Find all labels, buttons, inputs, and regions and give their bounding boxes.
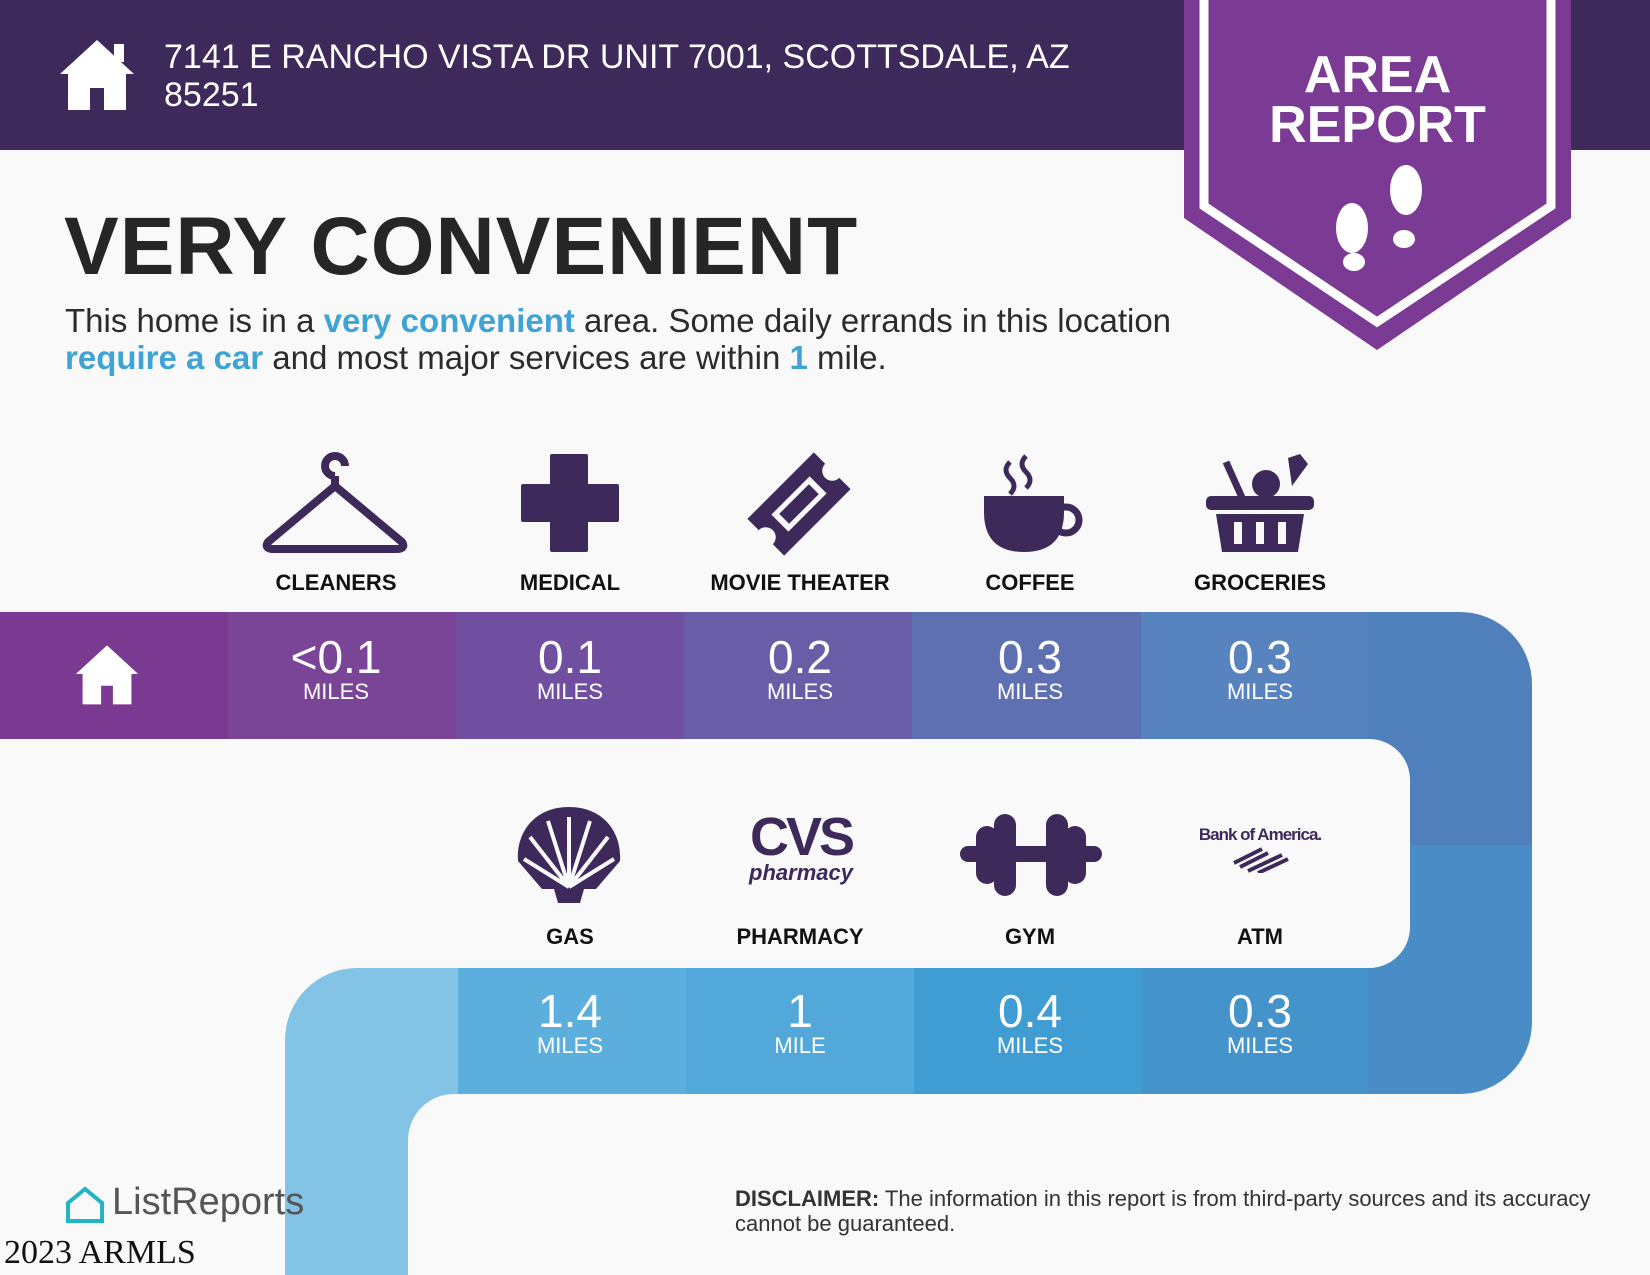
distance-cleaners: <0.1 MILES [222, 612, 450, 704]
medical-cross-icon [521, 454, 619, 552]
ticket-icon [747, 452, 851, 556]
cvs-logo-sub: pharmacy [749, 860, 853, 885]
cvs-logo: CVS pharmacy [736, 807, 866, 885]
label-cleaners: CLEANERS [275, 570, 397, 595]
distance-value: 0.3 [1228, 985, 1292, 1037]
footprints-icon [1336, 165, 1422, 271]
listreports-logo: ListReports [112, 1181, 305, 1223]
desc-highlight: require a car [65, 339, 264, 376]
label-atm: ATM [1236, 924, 1284, 949]
boa-logo-text: Bank of America. [1198, 825, 1322, 844]
disclaimer-label: DISCLAIMER: [735, 1186, 880, 1211]
rating-description: This home is in a very convenient area. … [65, 302, 1185, 376]
badge-line1: AREA [1303, 46, 1452, 104]
distance-value: 1.4 [538, 985, 602, 1037]
desc-text: mile. [807, 339, 887, 376]
bank-of-america-logo: Bank of America. [1180, 825, 1340, 878]
distance-gym: 0.4 MILES [916, 966, 1144, 1058]
home-icon [60, 40, 134, 110]
label-movie-theater: MOVIE THEATER [710, 570, 890, 595]
boa-flag-icon [1233, 847, 1289, 875]
label-groceries: GROCERIES [1193, 570, 1327, 595]
address: 7141 E RANCHO VISTA DR UNIT 7001, SCOTTS… [164, 38, 1070, 114]
distance-groceries: 0.3 MILES [1146, 612, 1374, 704]
distance-value: 0.4 [998, 985, 1062, 1037]
desc-text: area. Some daily errands in this locatio… [574, 302, 1172, 339]
distance-medical: 0.1 MILES [456, 612, 684, 704]
distance-value: <0.1 [290, 631, 382, 683]
distance-unit: MILES [996, 679, 1064, 704]
armls-watermark: 2023 ARMLS [4, 1234, 196, 1271]
label-medical: MEDICAL [519, 570, 621, 595]
distance-unit: MILES [536, 1033, 604, 1058]
distance-unit: MILES [996, 1033, 1064, 1058]
distance-unit: MILES [1226, 1033, 1294, 1058]
distance-value: 1 [787, 985, 813, 1037]
coffee-cup-icon [984, 454, 1083, 552]
rating-title: VERY CONVENIENT [64, 201, 859, 292]
home-icon [75, 645, 139, 705]
disclaimer-text: The information in this report is from t… [735, 1186, 1591, 1236]
cvs-logo-text: CVS [749, 807, 855, 867]
hanger-icon [262, 452, 408, 553]
basket-icon [1206, 454, 1314, 552]
distance-value: 0.3 [998, 631, 1062, 683]
desc-text: and most major services are within [263, 339, 790, 376]
desc-highlight: 1 [789, 339, 808, 376]
label-coffee: COFFEE [985, 570, 1075, 595]
disclaimer: DISCLAIMER: The information in this repo… [735, 1186, 1595, 1236]
dumbbell-icon [960, 814, 1102, 896]
listreports-house-icon [66, 1186, 104, 1223]
distance-unit: MILES [766, 679, 834, 704]
distance-unit: MILES [536, 679, 604, 704]
shell-logo [517, 807, 621, 903]
distance-pharmacy: 1 MILE [686, 966, 914, 1058]
distance-unit: MILES [302, 679, 370, 704]
distance-unit: MILES [1226, 679, 1294, 704]
desc-text: This home is in a [65, 302, 324, 339]
badge-line2: REPORT [1269, 96, 1486, 154]
distance-atm: 0.3 MILES [1146, 966, 1374, 1058]
distance-value: 0.3 [1228, 631, 1292, 683]
distance-gas: 1.4 MILES [456, 966, 684, 1058]
label-pharmacy: PHARMACY [736, 924, 864, 949]
desc-highlight: very convenient [323, 302, 575, 339]
distance-unit: MILE [774, 1033, 826, 1058]
distance-value: 0.1 [538, 631, 602, 683]
label-gas: GAS [546, 924, 594, 949]
distance-value: 0.2 [768, 631, 832, 683]
distance-movie-theater: 0.2 MILES [686, 612, 914, 704]
label-gym: GYM [1004, 924, 1056, 949]
area-report-badge [1184, 0, 1571, 350]
distance-coffee: 0.3 MILES [916, 612, 1144, 704]
